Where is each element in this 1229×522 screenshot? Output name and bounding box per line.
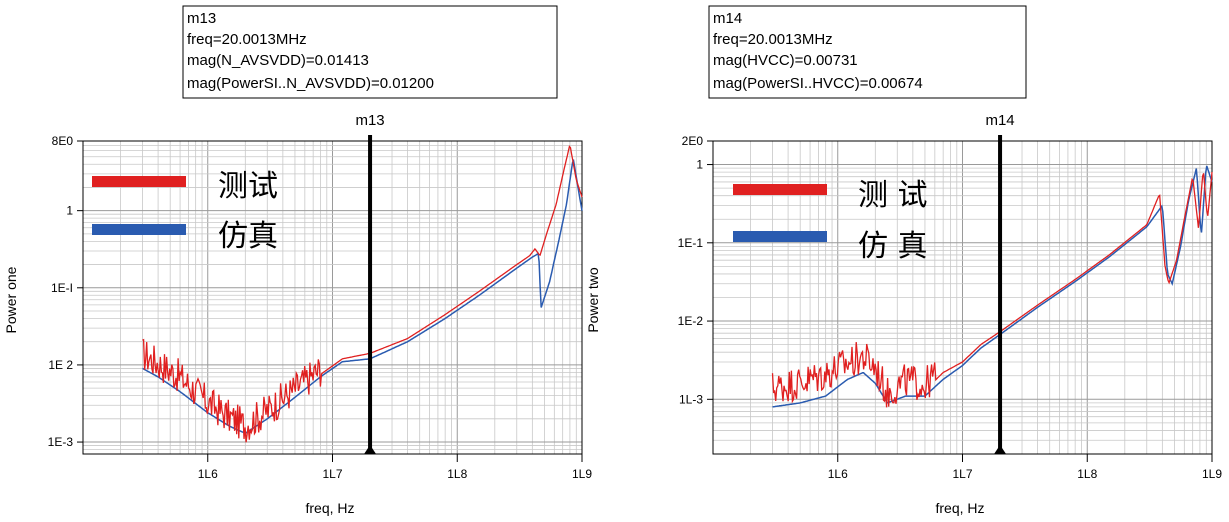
axis-ticks: 2E0 1 1E-1 1E-2 1L-3 1L6 1L7 1L8 1L9: [678, 134, 1223, 481]
legend: 测试 仿真: [92, 169, 278, 254]
y-axis-label: Power two: [585, 267, 601, 333]
marker-handle[interactable]: [364, 445, 377, 454]
series-line-measured: [771, 172, 1213, 408]
series-line-measured: [142, 145, 583, 443]
marker-m14-line-3: mag(PowerSI..HVCC)=0.00674: [713, 75, 923, 92]
plot-grid: [82, 140, 582, 455]
y-tick-label: 2E0: [682, 134, 704, 148]
y-tick-label: 8E0: [52, 134, 74, 148]
y-tick-label: 1E 2: [48, 358, 73, 372]
legend-label-test: 测试: [218, 169, 278, 204]
marker-m13-line-1: freq=20.0013MHz: [187, 31, 307, 48]
legend-swatch-blue: [92, 224, 186, 235]
marker-m13-line-0: m13: [187, 10, 216, 27]
x-tick-label: 1L8: [1077, 467, 1097, 481]
y-tick-label: 1E-2: [678, 314, 704, 328]
axis-ticks: 8E0 1 1E-I 1E 2 1E-3 1L6 1L7 1L8 1L9: [48, 134, 593, 481]
y-tick-label: 1: [66, 204, 73, 218]
marker-m14-line-1: freq=20.0013MHz: [713, 31, 833, 48]
marker-m14-line-0: m14: [713, 10, 742, 27]
x-tick-label: 1L8: [447, 467, 467, 481]
x-tick-label: 1L9: [1202, 467, 1222, 481]
legend-label-sim: 仿 真: [858, 229, 928, 264]
y-axis-label: Power one: [3, 266, 19, 333]
marker-m14-line-2: mag(HVCC)=0.00731: [713, 52, 858, 69]
marker-m13-line-3: mag(PowerSI..N_AVSVDD)=0.01200: [187, 75, 434, 92]
x-tick-label: 1L6: [198, 467, 218, 481]
plot-series: m14: [771, 112, 1213, 454]
legend-label-test: 测 试: [858, 178, 928, 213]
chart-2: m14 freq=20.0013MHz mag(HVCC)=0.00731 ma…: [585, 5, 1223, 516]
legend-swatch-red: [733, 184, 827, 195]
marker-handle[interactable]: [994, 445, 1007, 454]
marker-box-m14: [708, 5, 1027, 99]
legend: 测 试 仿 真: [733, 178, 928, 264]
series-line-simulated: [772, 165, 1213, 408]
x-axis-label: freq, Hz: [305, 500, 354, 516]
x-tick-label: 1L7: [322, 467, 342, 481]
legend-swatch-blue: [733, 231, 827, 242]
y-tick-label: 1E-I: [51, 281, 73, 295]
marker-m13-line-2: mag(N_AVSVDD)=0.01413: [187, 52, 369, 69]
x-tick-label: 1L6: [828, 467, 848, 481]
y-tick-label: 1E-1: [678, 236, 704, 250]
x-tick-label: 1L7: [952, 467, 972, 481]
marker-box-m13: [182, 5, 558, 99]
marker-label: m14: [985, 112, 1014, 129]
series-line-simulated: [142, 158, 583, 435]
legend-label-sim: 仿真: [218, 219, 278, 254]
chart-1: m13 freq=20.0013MHz mag(N_AVSVDD)=0.0141…: [3, 5, 593, 516]
plot-series: m13: [142, 112, 583, 454]
y-tick-label: 1L-3: [679, 392, 703, 406]
marker-label: m13: [355, 112, 384, 129]
x-axis-label: freq, Hz: [935, 500, 984, 516]
legend-swatch-red: [92, 176, 186, 187]
x-tick-label: 1L9: [572, 467, 592, 481]
y-tick-label: 1E-3: [48, 435, 74, 449]
y-tick-label: 1: [696, 158, 703, 172]
